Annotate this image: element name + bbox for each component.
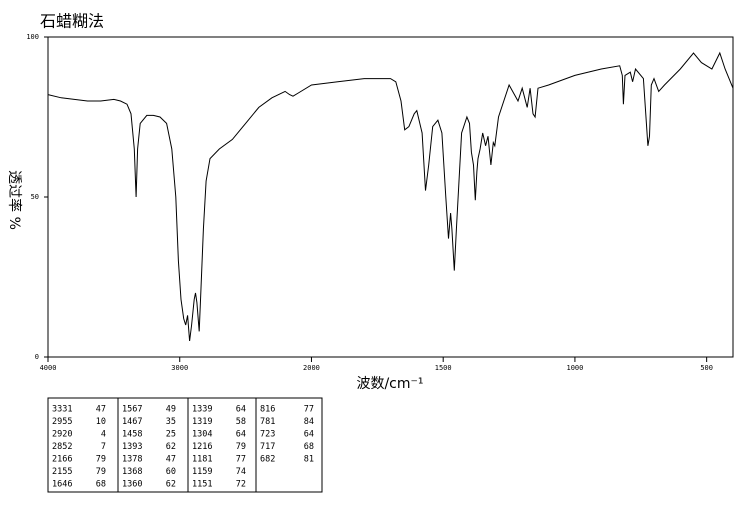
peak-transmittance: 79 bbox=[96, 455, 106, 465]
peak-wavenumber: 723 bbox=[260, 430, 275, 440]
peak-wavenumber: 1378 bbox=[122, 455, 142, 465]
x-tick-label: 3000 bbox=[171, 364, 188, 372]
x-tick-label: 4000 bbox=[40, 364, 57, 372]
peak-wavenumber: 682 bbox=[260, 455, 275, 465]
peak-wavenumber: 3331 bbox=[52, 405, 72, 415]
peak-wavenumber: 1159 bbox=[192, 467, 212, 477]
peak-wavenumber: 1567 bbox=[122, 405, 142, 415]
peak-transmittance: 62 bbox=[166, 480, 176, 490]
peak-transmittance: 35 bbox=[166, 417, 176, 427]
peak-transmittance: 64 bbox=[236, 430, 246, 440]
peak-wavenumber: 816 bbox=[260, 405, 275, 415]
peak-transmittance: 77 bbox=[236, 455, 246, 465]
peak-transmittance: 84 bbox=[304, 417, 314, 427]
peak-transmittance: 74 bbox=[236, 467, 246, 477]
peak-wavenumber: 2166 bbox=[52, 455, 72, 465]
peak-transmittance: 77 bbox=[304, 405, 314, 415]
peak-wavenumber: 1467 bbox=[122, 417, 142, 427]
y-tick-label: 50 bbox=[31, 193, 39, 201]
peak-wavenumber: 781 bbox=[260, 417, 275, 427]
peak-wavenumber: 2955 bbox=[52, 417, 72, 427]
peak-transmittance: 68 bbox=[304, 442, 314, 452]
peak-wavenumber: 2920 bbox=[52, 430, 72, 440]
peak-transmittance: 49 bbox=[166, 405, 176, 415]
peak-transmittance: 47 bbox=[166, 455, 176, 465]
peak-transmittance: 68 bbox=[96, 480, 106, 490]
peak-wavenumber: 1319 bbox=[192, 417, 212, 427]
peak-transmittance: 81 bbox=[304, 455, 314, 465]
y-tick-label: 100 bbox=[26, 33, 39, 41]
peak-transmittance: 60 bbox=[166, 467, 176, 477]
spectrum-line bbox=[47, 51, 734, 342]
x-tick-label: 1500 bbox=[435, 364, 452, 372]
peak-transmittance: 47 bbox=[96, 405, 106, 415]
peak-wavenumber: 1151 bbox=[192, 480, 212, 490]
peak-transmittance: 72 bbox=[236, 480, 246, 490]
peak-wavenumber: 2852 bbox=[52, 442, 72, 452]
peak-transmittance: 58 bbox=[236, 417, 246, 427]
peak-transmittance: 79 bbox=[236, 442, 246, 452]
peak-transmittance: 64 bbox=[236, 405, 246, 415]
peak-wavenumber: 1368 bbox=[122, 467, 142, 477]
y-tick-label: 0 bbox=[35, 353, 39, 361]
peak-transmittance: 10 bbox=[96, 417, 106, 427]
peak-transmittance: 4 bbox=[101, 430, 106, 440]
x-tick-label: 2000 bbox=[303, 364, 320, 372]
peak-transmittance: 25 bbox=[166, 430, 176, 440]
peak-wavenumber: 1646 bbox=[52, 480, 72, 490]
x-axis-label: 波数/cm⁻¹ bbox=[356, 376, 423, 392]
peak-wavenumber: 2155 bbox=[52, 467, 72, 477]
chart-title: 石蜡糊法 bbox=[40, 12, 104, 31]
peak-transmittance: 79 bbox=[96, 467, 106, 477]
peak-wavenumber: 1216 bbox=[192, 442, 212, 452]
peak-wavenumber: 1360 bbox=[122, 480, 142, 490]
y-axis-label: 透过率 % bbox=[6, 170, 23, 230]
peak-wavenumber: 1181 bbox=[192, 455, 212, 465]
peak-transmittance: 62 bbox=[166, 442, 176, 452]
peak-wavenumber: 1393 bbox=[122, 442, 142, 452]
x-tick-label: 1000 bbox=[566, 364, 583, 372]
peak-transmittance: 7 bbox=[101, 442, 106, 452]
plot-frame bbox=[47, 36, 734, 358]
peak-wavenumber: 717 bbox=[260, 442, 275, 452]
peak-wavenumber: 1458 bbox=[122, 430, 142, 440]
peak-transmittance: 64 bbox=[304, 430, 314, 440]
x-tick-label: 500 bbox=[700, 364, 713, 372]
peak-wavenumber: 1304 bbox=[192, 430, 212, 440]
peak-table-frame bbox=[47, 397, 323, 493]
peak-wavenumber: 1339 bbox=[192, 405, 212, 415]
